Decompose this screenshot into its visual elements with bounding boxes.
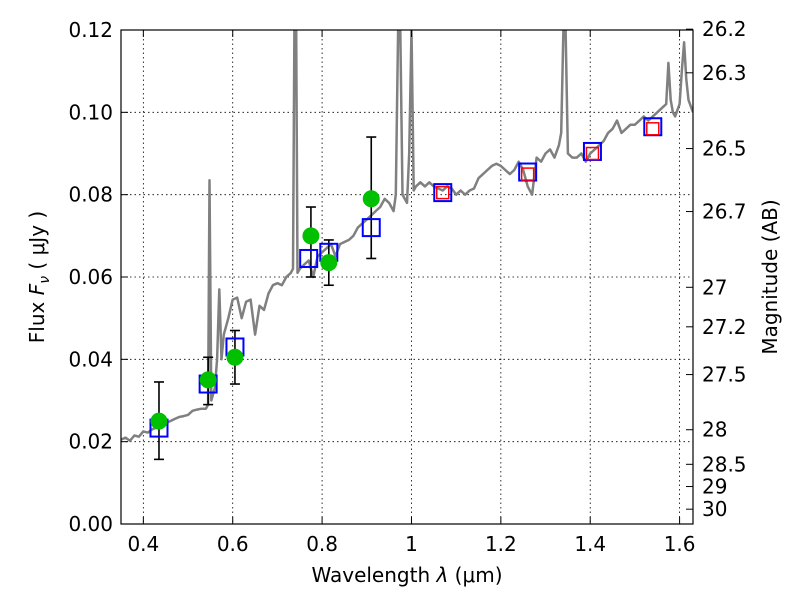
observed-point xyxy=(150,412,168,430)
upper-limit-marker xyxy=(646,122,660,136)
x-tick-label: 1.6 xyxy=(664,532,696,556)
mag-tick-label: 27 xyxy=(702,275,727,299)
plot-data xyxy=(121,30,693,461)
mag-tick-label: 30 xyxy=(702,497,727,521)
y-tick-label: 0.08 xyxy=(68,183,113,207)
upper-limit-marker xyxy=(436,185,450,200)
mag-tick-label: 26.3 xyxy=(702,61,747,85)
y2-axis-label: Magnitude (AB) xyxy=(758,199,782,354)
mag-tick-label: 27.2 xyxy=(702,315,747,339)
mag-tick-label: 28 xyxy=(702,418,727,442)
y-tick-label: 0.02 xyxy=(68,430,113,454)
model-band-marker xyxy=(361,218,381,238)
spectrum-line xyxy=(121,30,693,443)
observed-point xyxy=(226,348,244,366)
y-tick-label: 0.00 xyxy=(68,512,113,536)
x-tick-label: 0.4 xyxy=(127,532,159,556)
model-band-marker xyxy=(433,183,453,203)
mag-tick-label: 26.5 xyxy=(702,137,747,161)
grid xyxy=(121,29,693,525)
mag-tick-label: 26.7 xyxy=(702,200,747,224)
y-tick-label: 0.10 xyxy=(68,100,113,124)
x-tick-label: 1.2 xyxy=(485,532,517,556)
mag-tick-label: 29 xyxy=(702,475,727,499)
x-tick-label: 0.6 xyxy=(217,532,249,556)
x-tick-label: 1.4 xyxy=(574,532,606,556)
x-axis-label: Wavelength λ (μm) xyxy=(311,563,502,587)
y-axis-label: Flux Fν ( μJy ) xyxy=(25,211,53,343)
observed-point xyxy=(199,371,217,389)
x-tick-label: 1 xyxy=(405,532,418,556)
mag-tick-label: 26.2 xyxy=(702,17,747,41)
mag-tick-label: 27.5 xyxy=(702,363,747,387)
ticks: 0.4 0.6 0.8 1 1.2 1.4 1.6 0.00 0.02 0.04 0.06 0.08 0… xyxy=(68,17,746,556)
observed-point xyxy=(302,227,320,245)
model-band-marker xyxy=(299,248,319,268)
observed-point xyxy=(362,190,380,208)
observed-point xyxy=(320,254,338,272)
y-tick-label: 0.04 xyxy=(68,347,113,371)
y-tick-label: 0.12 xyxy=(68,18,113,42)
upper-limit-marker xyxy=(520,167,535,181)
x-tick-label: 0.8 xyxy=(306,532,338,556)
upper-limit-marker xyxy=(585,146,600,161)
mag-tick-label: 28.5 xyxy=(702,452,747,476)
y-tick-label: 0.06 xyxy=(68,265,113,289)
